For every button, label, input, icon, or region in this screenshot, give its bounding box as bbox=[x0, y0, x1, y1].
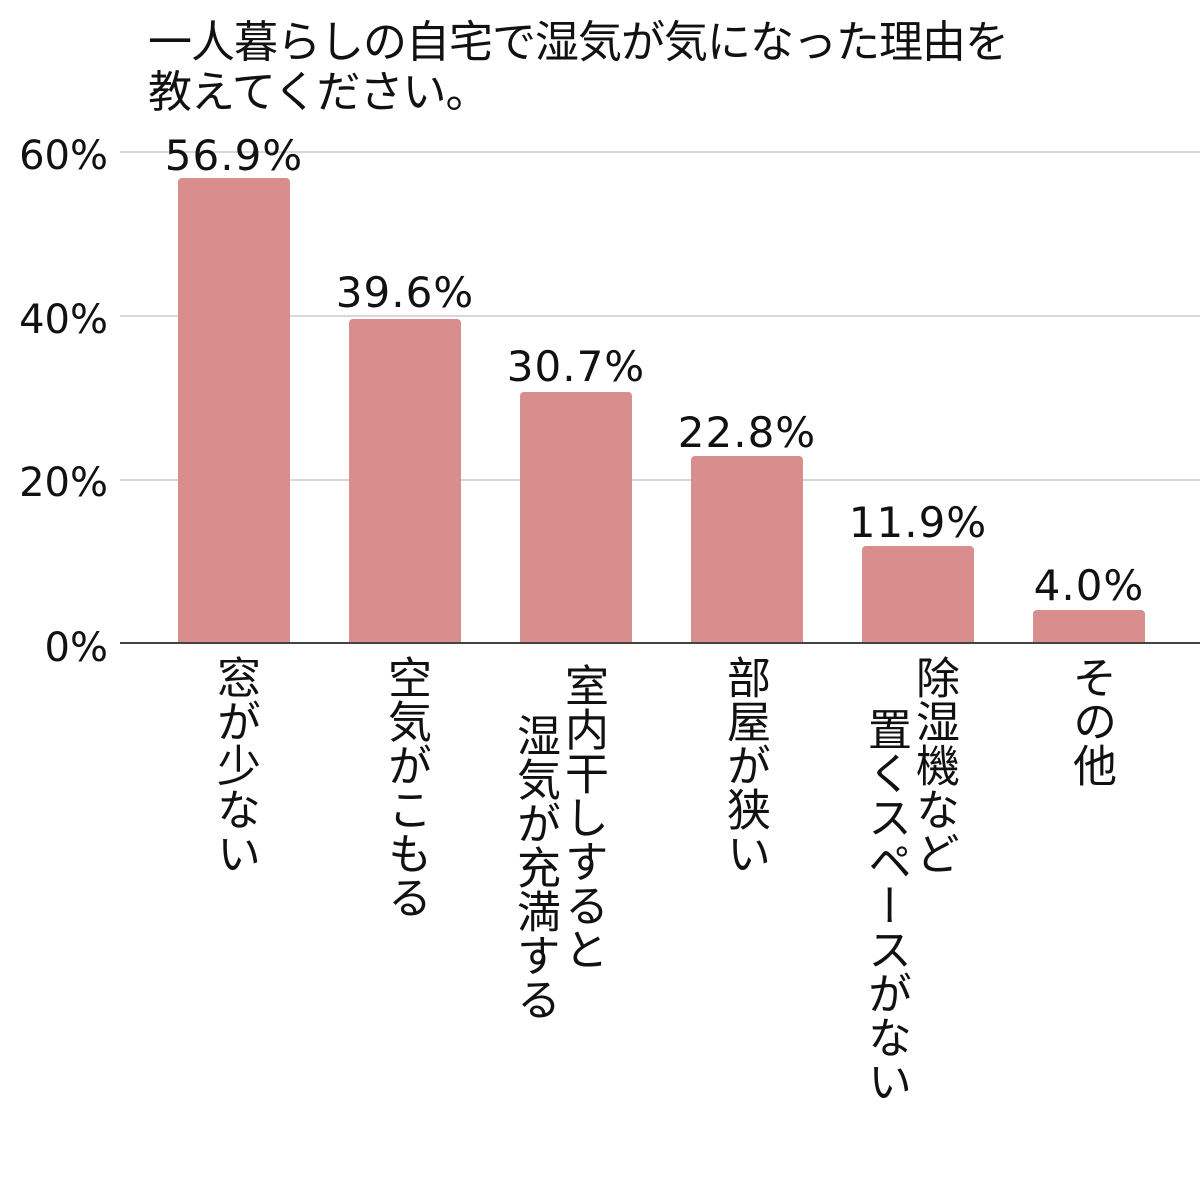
bar-air-stagnant bbox=[349, 319, 461, 643]
y-tick-20: 20% bbox=[19, 460, 108, 506]
x-label-line: 置くスペースがない bbox=[860, 707, 911, 1103]
x-label-line: 室内干しすると bbox=[557, 663, 608, 971]
gridline-40 bbox=[120, 315, 1200, 317]
value-label: 39.6% bbox=[335, 268, 475, 317]
bar-room-small bbox=[691, 456, 803, 643]
x-label-no-dehumidifier-space: 除湿機など 置くスペースがない bbox=[860, 655, 959, 1103]
x-label-room-small: 部屋が狭い bbox=[719, 655, 770, 875]
y-tick-60: 60% bbox=[19, 133, 108, 179]
x-label-air-stagnant: 空気がこもる bbox=[380, 655, 431, 919]
x-label-other: その他 bbox=[1065, 655, 1116, 787]
y-tick-40: 40% bbox=[19, 297, 108, 343]
x-label-line: 湿気が充満する bbox=[509, 713, 560, 1021]
x-label-line: 空気がこもる bbox=[380, 655, 431, 919]
value-label: 56.9% bbox=[164, 131, 304, 180]
x-axis-baseline bbox=[120, 642, 1200, 644]
bar-other bbox=[1033, 610, 1145, 643]
gridline-60 bbox=[120, 151, 1200, 153]
x-label-indoor-drying: 室内干しすると 湿気が充満する bbox=[509, 655, 608, 1021]
chart-title-line-2: 教えてください。 bbox=[148, 67, 489, 118]
chart-title-line-1: 一人暮らしの自宅で湿気が気になった理由を bbox=[148, 17, 1009, 68]
gridline-20 bbox=[120, 479, 1200, 481]
y-tick-0: 0% bbox=[44, 625, 108, 671]
chart-title: 一人暮らしの自宅で湿気が気になった理由を 教えてください。 bbox=[148, 18, 1188, 118]
x-label-line: 部屋が狭い bbox=[719, 655, 770, 875]
x-label-line: その他 bbox=[1065, 655, 1116, 787]
bar-indoor-drying bbox=[520, 392, 632, 643]
value-label: 22.8% bbox=[677, 408, 817, 457]
value-label: 30.7% bbox=[506, 342, 646, 391]
value-label: 4.0% bbox=[1033, 561, 1145, 610]
bar-no-dehumidifier-space bbox=[862, 546, 974, 643]
x-label-line: 窓が少ない bbox=[209, 655, 260, 875]
x-label-windows-few: 窓が少ない bbox=[209, 655, 260, 875]
value-label: 11.9% bbox=[848, 498, 988, 547]
bar-windows-few bbox=[178, 178, 290, 643]
x-label-line: 除湿機など bbox=[908, 655, 959, 875]
